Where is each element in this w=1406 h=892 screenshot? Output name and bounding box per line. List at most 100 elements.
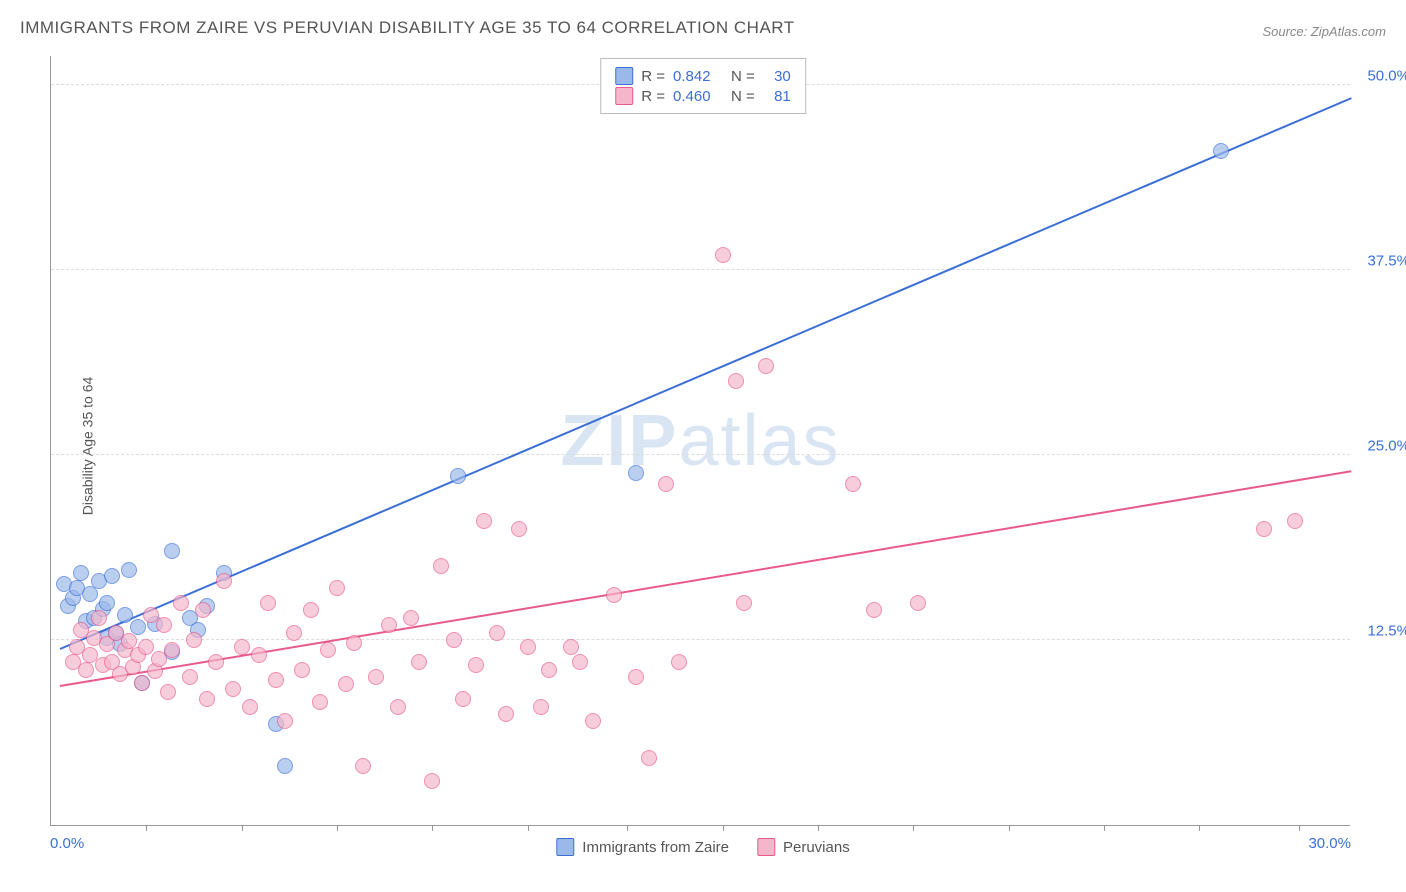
y-tick-label: 12.5% — [1355, 622, 1406, 639]
data-point — [641, 750, 657, 766]
data-point — [1213, 143, 1229, 159]
data-point — [563, 639, 579, 655]
data-point — [73, 565, 89, 581]
x-tick — [1199, 825, 1200, 831]
data-point — [225, 681, 241, 697]
x-tick — [723, 825, 724, 831]
data-point — [294, 662, 310, 678]
data-point — [403, 610, 419, 626]
data-point — [476, 513, 492, 529]
plot-area: ZIPatlas 12.5%25.0%37.5%50.0% — [50, 56, 1350, 826]
x-end-label: 30.0% — [1308, 835, 1351, 852]
data-point — [117, 607, 133, 623]
data-point — [411, 654, 427, 670]
data-point — [160, 684, 176, 700]
data-point — [368, 669, 384, 685]
data-point — [606, 587, 622, 603]
trend-line — [59, 98, 1351, 651]
data-point — [910, 595, 926, 611]
data-point — [498, 706, 514, 722]
data-point — [424, 773, 440, 789]
source-name: ZipAtlas.com — [1311, 24, 1386, 39]
data-point — [268, 672, 284, 688]
data-point — [234, 639, 250, 655]
data-point — [728, 373, 744, 389]
data-point — [186, 632, 202, 648]
data-point — [164, 543, 180, 559]
r-value: 0.842 — [673, 68, 723, 85]
x-tick — [1104, 825, 1105, 831]
data-point — [355, 758, 371, 774]
data-point — [1256, 521, 1272, 537]
legend-swatch — [556, 838, 574, 856]
source-attribution: Source: ZipAtlas.com — [1262, 24, 1386, 39]
data-point — [199, 691, 215, 707]
data-point — [312, 694, 328, 710]
data-point — [251, 647, 267, 663]
gridline-h — [51, 454, 1350, 455]
data-point — [572, 654, 588, 670]
r-value: 0.460 — [673, 88, 723, 105]
data-point — [866, 602, 882, 618]
legend-stats-row: R =0.842N =30 — [615, 67, 791, 85]
x-tick — [627, 825, 628, 831]
x-tick — [337, 825, 338, 831]
data-point — [104, 568, 120, 584]
data-point — [845, 476, 861, 492]
legend-series-label: Immigrants from Zaire — [582, 839, 729, 856]
data-point — [91, 610, 107, 626]
legend-swatch — [757, 838, 775, 856]
watermark-light: atlas — [678, 401, 840, 481]
data-point — [446, 632, 462, 648]
watermark-bold: ZIP — [560, 401, 678, 481]
x-tick — [432, 825, 433, 831]
n-label: N = — [731, 88, 755, 105]
x-tick — [913, 825, 914, 831]
data-point — [99, 595, 115, 611]
data-point — [671, 654, 687, 670]
x-tick — [818, 825, 819, 831]
data-point — [511, 521, 527, 537]
data-point — [585, 713, 601, 729]
data-point — [628, 669, 644, 685]
data-point — [715, 247, 731, 263]
data-point — [277, 758, 293, 774]
r-label: R = — [641, 68, 665, 85]
data-point — [195, 602, 211, 618]
data-point — [329, 580, 345, 596]
data-point — [390, 699, 406, 715]
data-point — [208, 654, 224, 670]
legend-stats-row: R = 0.460 N = 81 — [615, 87, 791, 105]
data-point — [260, 595, 276, 611]
n-value: 81 — [763, 88, 791, 105]
data-point — [658, 476, 674, 492]
data-point — [381, 617, 397, 633]
legend-series-item: Immigrants from Zaire — [556, 838, 729, 856]
x-tick — [528, 825, 529, 831]
data-point — [520, 639, 536, 655]
legend-series: Immigrants from Zaire Peruvians — [556, 838, 849, 856]
data-point — [216, 573, 232, 589]
data-point — [242, 699, 258, 715]
data-point — [628, 465, 644, 481]
data-point — [450, 468, 466, 484]
data-point — [156, 617, 172, 633]
chart-title: IMMIGRANTS FROM ZAIRE VS PERUVIAN DISABI… — [20, 18, 795, 38]
data-point — [182, 669, 198, 685]
x-origin-label: 0.0% — [50, 835, 84, 852]
data-point — [277, 713, 293, 729]
data-point — [130, 619, 146, 635]
y-tick-label: 37.5% — [1355, 252, 1406, 269]
gridline-h — [51, 269, 1350, 270]
data-point — [164, 642, 180, 658]
data-point — [134, 675, 150, 691]
source-prefix: Source: — [1262, 24, 1310, 39]
data-point — [286, 625, 302, 641]
legend-swatch — [615, 87, 633, 105]
data-point — [346, 635, 362, 651]
data-point — [303, 602, 319, 618]
watermark: ZIPatlas — [560, 400, 840, 482]
r-label: R = — [641, 88, 665, 105]
x-tick — [1299, 825, 1300, 831]
legend-series-item: Peruvians — [757, 838, 850, 856]
